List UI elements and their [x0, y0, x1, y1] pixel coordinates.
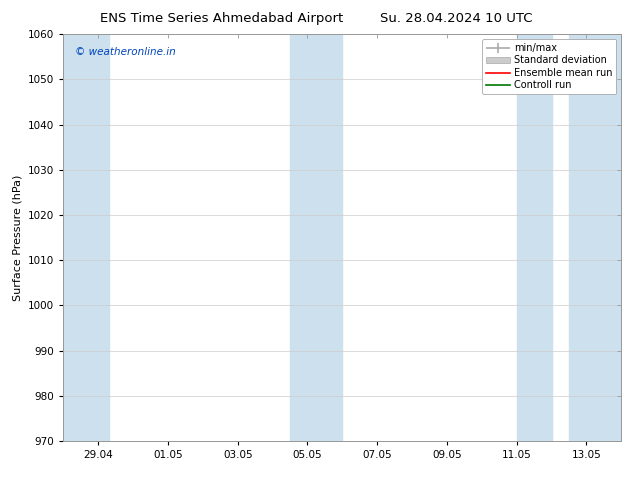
Text: © weatheronline.in: © weatheronline.in [75, 47, 176, 56]
Text: Su. 28.04.2024 10 UTC: Su. 28.04.2024 10 UTC [380, 12, 533, 25]
Bar [290, 34, 342, 441]
Bar [63, 34, 109, 441]
Bar [569, 34, 621, 441]
Text: ENS Time Series Ahmedabad Airport: ENS Time Series Ahmedabad Airport [100, 12, 344, 25]
Y-axis label: Surface Pressure (hPa): Surface Pressure (hPa) [13, 174, 23, 301]
Bar [517, 34, 552, 441]
Legend: min/max, Standard deviation, Ensemble mean run, Controll run: min/max, Standard deviation, Ensemble me… [482, 39, 616, 94]
